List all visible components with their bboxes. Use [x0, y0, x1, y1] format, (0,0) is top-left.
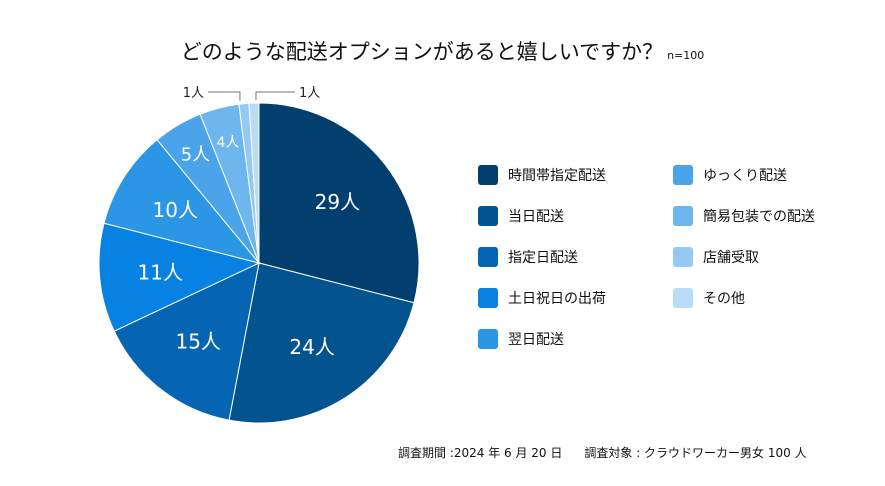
leader-line: [208, 91, 241, 101]
legend-item: 土日祝日の出荷: [478, 288, 606, 308]
legend-item: 指定日配送: [478, 247, 578, 267]
legend-item: 翌日配送: [478, 329, 564, 349]
slice-label: 5人: [181, 145, 210, 166]
survey-target: 調査対象 : クラウドワーカー男女 100 人: [584, 446, 807, 460]
legend-label: 時間帯指定配送: [508, 168, 606, 184]
legend-swatch: [673, 247, 693, 267]
title-text: どのような配送オプションがあると嬉しいですか？: [180, 40, 664, 64]
slice-label: 1人: [183, 86, 204, 101]
legend-label: 土日祝日の出荷: [508, 291, 606, 307]
legend-label: 当日配送: [508, 209, 564, 225]
slice-label: 1人: [299, 86, 320, 101]
legend-swatch: [478, 288, 498, 308]
legend-item: 店舗受取: [673, 247, 759, 267]
pie-slice: [98, 222, 261, 332]
pie-slice: [258, 102, 420, 304]
legend-swatch: [478, 329, 498, 349]
footer: 調査期間 :2024 年 6 月 20 日 調査対象 : クラウドワーカー男女 1…: [398, 444, 807, 461]
leader-line: [255, 91, 295, 101]
legend-item: その他: [673, 288, 745, 308]
survey-date: 調査期間 :2024 年 6 月 20 日: [398, 446, 563, 460]
slice-label: 24人: [289, 335, 334, 359]
legend-label: その他: [703, 291, 745, 307]
slice-label: 15人: [175, 329, 220, 353]
legend-label: 店舗受取: [703, 250, 759, 266]
slice-label: 10人: [153, 198, 198, 222]
pie-slice: [228, 262, 415, 424]
legend-swatch: [478, 165, 498, 185]
legend-item: 時間帯指定配送: [478, 165, 606, 185]
pie-slice: [248, 102, 260, 264]
legend-label: ゆっくり配送: [703, 168, 787, 184]
sample-size: n=100: [667, 49, 705, 62]
legend-item: ゆっくり配送: [673, 165, 787, 185]
slice-label: 11人: [138, 260, 183, 284]
legend-item: 当日配送: [478, 206, 564, 226]
pie-slice: [103, 139, 261, 264]
slice-label: 4人: [217, 135, 240, 151]
legend-label: 翌日配送: [508, 332, 564, 348]
legend-label: 簡易包装での配送: [703, 209, 815, 225]
legend-swatch: [478, 206, 498, 226]
legend-swatch: [478, 247, 498, 267]
slice-label: 29人: [315, 190, 360, 214]
chart-title: どのような配送オプションがあると嬉しいですか？ n=100: [0, 36, 885, 66]
legend-swatch: [673, 206, 693, 226]
legend-label: 指定日配送: [508, 250, 578, 266]
legend-item: 簡易包装での配送: [673, 206, 815, 226]
legend-swatch: [673, 288, 693, 308]
legend-swatch: [673, 165, 693, 185]
pie-slice: [113, 262, 260, 421]
